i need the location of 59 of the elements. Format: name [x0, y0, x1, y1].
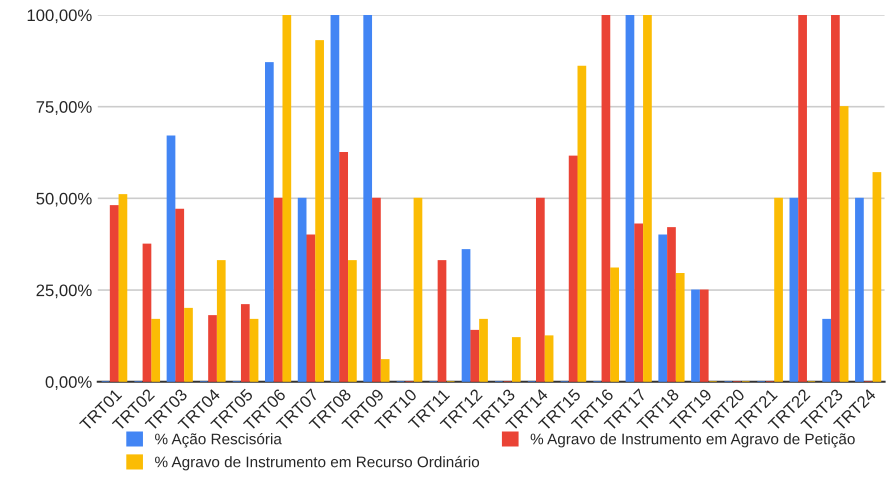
bar [855, 198, 864, 382]
bar [774, 198, 783, 382]
bar [872, 172, 882, 382]
bar [264, 62, 274, 382]
bar [790, 198, 798, 382]
bar [700, 289, 709, 382]
bar [363, 14, 372, 382]
bar [339, 152, 348, 382]
bar [676, 272, 685, 382]
bar [414, 198, 422, 382]
bar [110, 205, 119, 382]
bar [282, 14, 292, 382]
bar [798, 14, 807, 382]
bar [208, 315, 217, 382]
bar [831, 14, 840, 382]
bar [610, 267, 620, 382]
y-tick-label: 0,00% [46, 376, 92, 390]
bar [240, 304, 250, 382]
bar [667, 227, 676, 382]
bar [479, 318, 488, 382]
bar [315, 40, 324, 382]
bar [306, 234, 316, 382]
bar [568, 156, 578, 382]
bar [118, 194, 128, 382]
bar [691, 289, 700, 382]
bar [840, 106, 848, 382]
bar [536, 198, 545, 382]
bar [512, 337, 521, 382]
bar [166, 135, 176, 382]
bar [578, 66, 586, 382]
bar [184, 308, 193, 382]
bar [626, 14, 634, 382]
bar [348, 260, 357, 382]
bar [544, 335, 554, 382]
bar [822, 318, 831, 382]
bar [602, 14, 610, 382]
bar [438, 260, 446, 382]
bar [372, 198, 381, 382]
y-tick-label: 25,00% [36, 284, 92, 298]
bar [643, 14, 652, 382]
bar [151, 318, 160, 382]
legend-label: % Agravo de Instrumento em Recurso Ordinário [155, 456, 480, 470]
bar [216, 260, 226, 382]
y-tick-label: 50,00% [36, 192, 92, 207]
bar [470, 330, 480, 382]
y-tick-label: 75,00% [36, 101, 92, 115]
bar [142, 244, 152, 382]
bar [250, 318, 258, 382]
bar [274, 198, 282, 382]
bar [658, 234, 668, 382]
bar [298, 198, 306, 382]
legend-label: % Ação Rescisória [155, 432, 282, 448]
bar [330, 14, 340, 382]
bar [462, 249, 470, 382]
bar [634, 223, 644, 382]
bar [380, 359, 390, 382]
legend-label: % Agravo de Instrumento em Agravo de Petição [530, 433, 855, 448]
y-tick-label: 100,00% [28, 9, 92, 24]
bar [175, 208, 184, 382]
